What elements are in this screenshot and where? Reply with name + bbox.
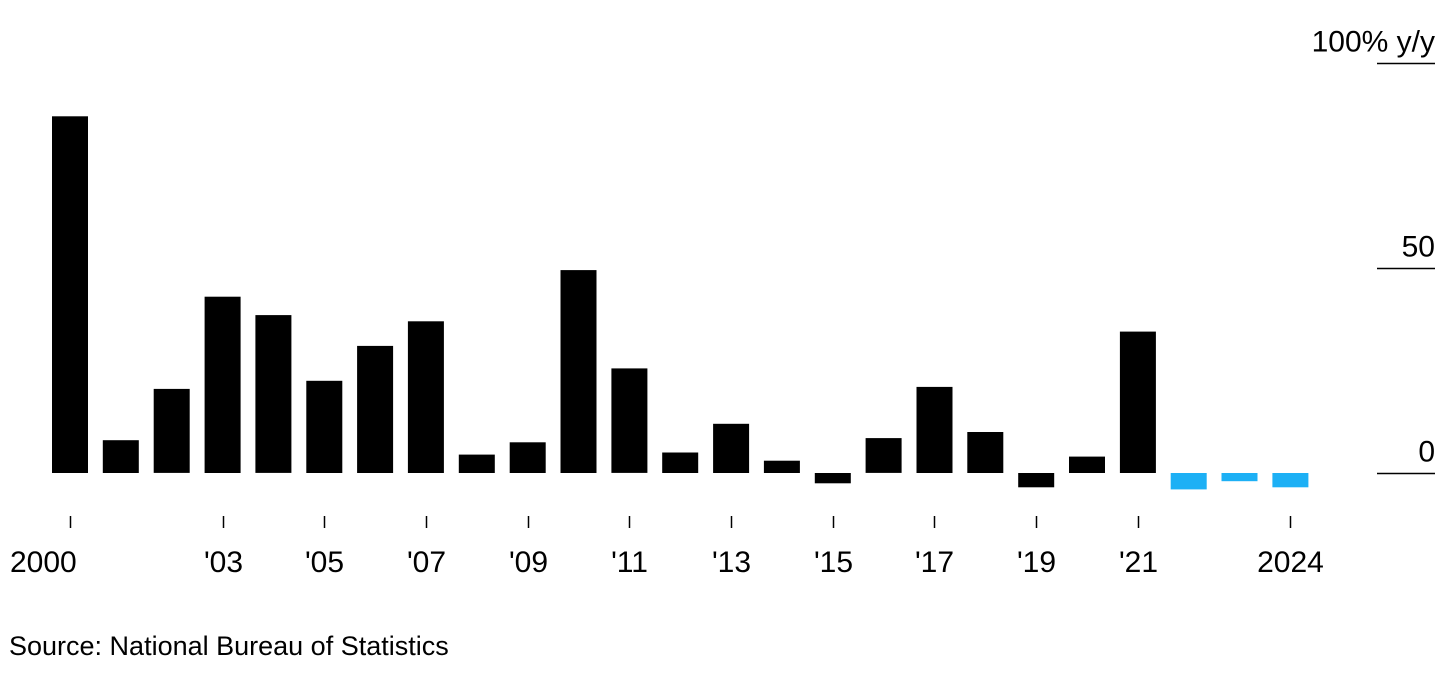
x-tick-label: '15 — [814, 546, 853, 579]
y-tick-label: 100% y/y — [1312, 26, 1435, 59]
bar-2020 — [1069, 456, 1105, 473]
y-tick-label: 0 — [1418, 436, 1435, 469]
bar-2003 — [204, 296, 241, 473]
bar-2014 — [763, 460, 800, 473]
y-axis-labels: 100% y/y 50 0 — [1312, 26, 1435, 469]
x-tick-label: '09 — [509, 546, 548, 579]
bar-2006 — [357, 345, 394, 473]
bar-2021 — [1119, 331, 1156, 473]
x-tick-label: '07 — [407, 546, 446, 579]
bar-2017 — [916, 386, 953, 473]
gridlines — [1377, 62, 1435, 475]
bar-2004 — [255, 315, 292, 473]
bar-2013 — [713, 423, 750, 473]
bar-2019 — [1018, 473, 1055, 488]
bar-2023 — [1221, 473, 1258, 482]
x-tick-label: '11 — [611, 546, 648, 579]
bars — [52, 116, 1309, 490]
source-note: Source: National Bureau of Statistics — [9, 631, 449, 661]
x-tick-label: 2024 — [1257, 546, 1324, 579]
x-axis: 2000 '03 '05 '07 '09 '11 '13 '15 '17 '19 '21 2024 — [10, 516, 1324, 579]
x-tick-label: '19 — [1017, 546, 1056, 579]
bar-2008 — [458, 454, 495, 473]
bar-2009 — [509, 442, 546, 473]
bar-2015 — [814, 473, 851, 484]
x-tick-label: '05 — [305, 546, 344, 579]
bar-2001 — [102, 440, 139, 473]
x-tick-label: 2000 — [10, 546, 77, 579]
x-tick-label: '03 — [204, 546, 243, 579]
bar-2011 — [611, 368, 648, 473]
bar-2018 — [967, 432, 1004, 473]
y-tick-label: 50 — [1402, 231, 1435, 264]
bar-2010 — [560, 270, 597, 473]
x-tick-label: '21 — [1119, 546, 1158, 579]
bar-2024 — [1272, 473, 1309, 488]
x-tick-label: '17 — [915, 546, 954, 579]
bar-2012 — [662, 452, 699, 473]
bar-2016 — [865, 438, 902, 473]
bar-2022 — [1170, 473, 1207, 490]
bar-2005 — [306, 380, 343, 473]
bar-2000 — [52, 116, 88, 474]
bar-2002 — [153, 388, 190, 473]
bar-2007 — [407, 321, 444, 473]
x-tick-label: '13 — [712, 546, 751, 579]
